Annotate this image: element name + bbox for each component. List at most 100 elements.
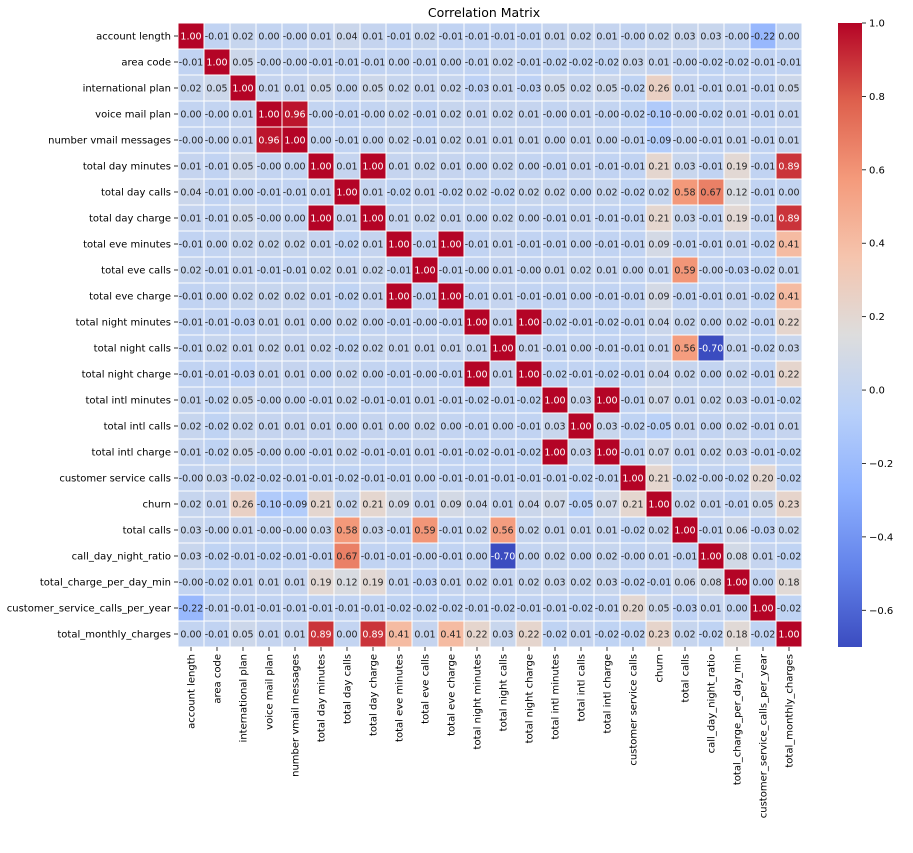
cell-value-label: -0.02 [777,474,802,485]
heatmap-cell [567,100,595,128]
heatmap-cell [489,620,517,648]
cell-value-label: 0.02 [440,84,461,95]
cell-value-label: 0.01 [310,422,331,433]
cell-value-label: -0.01 [413,58,438,69]
cell-value-label: -0.01 [257,188,282,199]
cell-value-label: 0.67 [336,552,357,563]
cell-value-label: 0.01 [674,396,695,407]
cell-value-label: 0.00 [310,370,331,381]
cell-value-label: -0.02 [621,526,646,537]
cell-value-label: -0.02 [751,240,776,251]
cell-value-label: 0.03 [362,526,383,537]
cell-value-label: -0.01 [439,474,464,485]
cell-value-label: 0.03 [206,474,227,485]
cell-value-label: 0.01 [492,318,513,329]
cell-value-label: 1.00 [752,604,773,615]
cell-value-label: 0.89 [778,162,799,173]
cell-value-label: -0.00 [543,110,568,121]
heatmap-cell [619,438,647,466]
heatmap-cell [463,334,491,362]
cell-value-label: 1.00 [726,578,747,589]
column-label: total day calls [343,654,354,724]
cell-value-label: -0.01 [387,32,412,43]
cell-value-label: 0.04 [648,370,669,381]
cell-value-label: -0.02 [257,552,282,563]
row-label: total night charge [82,370,171,381]
heatmap-cell [749,360,777,388]
cell-value-label: -0.01 [205,604,230,615]
cell-value-label: 0.02 [362,344,383,355]
cell-value-label: -0.01 [361,552,386,563]
column-label: total intl calls [577,654,588,721]
cell-value-label: -0.01 [309,58,334,69]
cell-value-label: 1.00 [622,474,643,485]
cell-value-label: -0.01 [699,526,724,537]
heatmap-cell [567,334,595,362]
heatmap-cell [463,594,491,622]
cell-value-label: 0.01 [414,188,435,199]
cell-value-label: -0.01 [751,214,776,225]
cell-value-label: 0.26 [232,500,253,511]
cell-value-label: 0.02 [700,396,721,407]
row-label: total eve calls [101,266,171,277]
cell-value-label: -0.01 [621,214,646,225]
cell-value-label: 0.02 [258,292,279,303]
heatmap-cell [359,230,387,258]
cell-value-label: 0.01 [180,162,201,173]
cell-value-label: -0.02 [335,240,360,251]
heatmap-cell [593,386,621,414]
cell-value-label: 0.01 [492,84,513,95]
cell-value-label: -0.01 [309,448,334,459]
heatmap-cell [775,412,803,440]
heatmap-cell [697,48,725,76]
cell-value-label: 0.00 [180,630,201,641]
cell-value-label: 0.01 [648,266,669,277]
heatmap-cell [333,620,361,648]
cell-value-label: -0.02 [621,422,646,433]
heatmap-cell [671,620,699,648]
cell-value-label: -0.01 [387,448,412,459]
cell-value-label: -0.02 [699,630,724,641]
cell-value-label: 0.01 [388,578,409,589]
cell-value-label: 0.01 [544,526,565,537]
cell-value-label: 0.22 [778,370,799,381]
cell-value-label: -0.01 [439,448,464,459]
cell-value-label: -0.00 [257,162,282,173]
heatmap-cell [229,178,257,206]
cell-value-label: 0.96 [284,110,305,121]
cell-value-label: -0.02 [517,448,542,459]
column-label: call_day_night_ratio [707,654,718,753]
cell-value-label: -0.00 [413,552,438,563]
cell-value-label: 1.00 [232,84,253,95]
cell-value-label: 1.00 [544,448,565,459]
cell-value-label: -0.01 [543,604,568,615]
cell-value-label: -0.02 [751,344,776,355]
heatmap-cell [307,308,335,336]
colorbar-gradient [838,23,862,647]
cell-value-label: 0.05 [232,214,253,225]
cell-value-label: -0.01 [621,292,646,303]
heatmap-cell [515,334,543,362]
heatmap-cell [697,620,725,648]
heatmap-cell [177,178,205,206]
cell-value-label: 0.01 [492,136,513,147]
cell-value-label: 1.00 [518,318,539,329]
heatmap-cell [489,464,517,492]
heatmap-cell [775,620,803,648]
cell-value-label: 0.02 [544,552,565,563]
cell-value-label: -0.01 [413,240,438,251]
cell-value-label: 0.00 [336,422,357,433]
cell-value-label: -0.02 [621,84,646,95]
cell-value-label: -0.01 [205,32,230,43]
cell-value-label: 0.01 [232,136,253,147]
heatmap-cell [775,100,803,128]
cell-value-label: 0.01 [284,370,305,381]
cell-value-label: -0.01 [751,162,776,173]
cell-value-label: 0.01 [570,214,591,225]
cell-value-label: 0.01 [232,578,253,589]
heatmap-cell [411,412,439,440]
cell-value-label: -0.02 [751,630,776,641]
cell-value-label: 0.01 [596,32,617,43]
cell-value-label: 0.02 [492,162,513,173]
heatmap-cell [697,22,725,50]
